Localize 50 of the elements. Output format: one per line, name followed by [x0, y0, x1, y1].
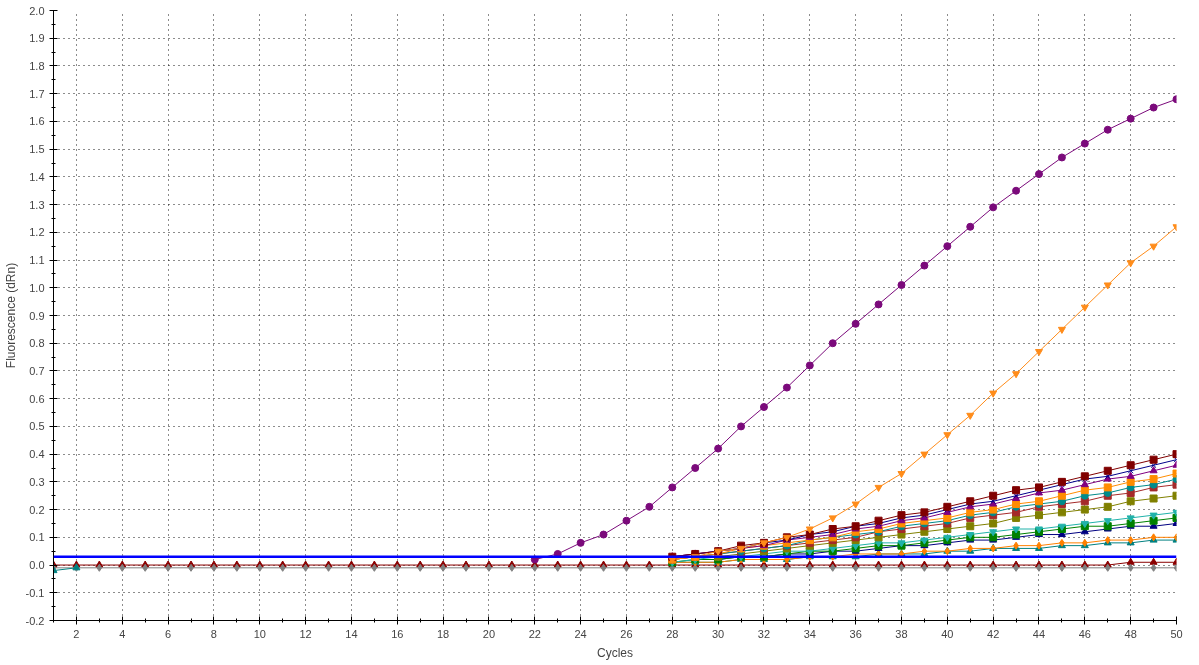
y-tick-label: 0.8: [29, 337, 45, 350]
x-tick-label: 20: [482, 627, 496, 640]
y-tick-label: 1.0: [29, 281, 45, 294]
y-tick-label: 0.4: [29, 448, 45, 461]
y-tick-label: 0.3: [29, 475, 45, 488]
x-tick-label: 50: [1170, 627, 1183, 640]
y-tick-label: 1.4: [29, 170, 45, 183]
x-tick-label: 48: [1124, 627, 1137, 640]
x-tick-label: 30: [712, 627, 725, 640]
y-tick-label: 1.8: [29, 59, 45, 72]
y-tick-label: 0.7: [29, 364, 45, 377]
x-tick-label: 32: [757, 627, 771, 640]
y-tick-label: 1.9: [29, 32, 45, 45]
x-tick-label: 46: [1078, 627, 1091, 640]
y-axis-title: Fluorescence (dRn): [3, 262, 18, 369]
x-tick-label: 44: [1032, 627, 1046, 640]
x-tick-label: 36: [849, 627, 862, 640]
y-tick-label: 0.2: [29, 503, 45, 516]
x-tick-label: 16: [391, 627, 404, 640]
x-tick-label: 18: [436, 627, 450, 640]
y-tick-label: 0.5: [29, 420, 45, 433]
x-tick-label: 14: [345, 627, 358, 640]
y-tick-label: 1.1: [29, 254, 45, 267]
x-tick-label: 6: [165, 627, 172, 640]
y-tick-label: 2.0: [29, 4, 45, 17]
y-tick-label: 1.5: [29, 143, 45, 156]
x-tick-label: 34: [803, 627, 816, 640]
x-tick-label: 42: [987, 627, 1000, 640]
y-tick-label: 0.6: [29, 392, 45, 405]
y-tick-label: -0.1: [25, 586, 45, 599]
x-tick-label: 38: [895, 627, 908, 640]
x-tick-label: 24: [574, 627, 587, 640]
x-tick-label: 28: [666, 627, 679, 640]
y-tick-label: 1.2: [29, 226, 45, 239]
x-tick-label: 26: [620, 627, 633, 640]
y-tick-label: -0.2: [25, 614, 45, 627]
x-tick-label: 40: [941, 627, 954, 640]
x-tick-label: 12: [299, 627, 312, 640]
x-axis-title: Cycles: [597, 645, 634, 660]
y-tick-label: 0.1: [29, 531, 45, 544]
x-tick-label: 10: [253, 627, 266, 640]
x-tick-label: 2: [73, 627, 80, 640]
y-tick-label: 1.7: [29, 87, 45, 100]
x-tick-label: 22: [528, 627, 541, 640]
x-tick-label: 4: [119, 627, 126, 640]
x-tick-label: 8: [210, 627, 217, 640]
y-tick-label: 1.6: [29, 115, 45, 128]
y-tick-label: 1.3: [29, 198, 45, 211]
y-tick-label: 0.9: [29, 309, 45, 322]
y-tick-label: 0.0: [29, 559, 45, 572]
